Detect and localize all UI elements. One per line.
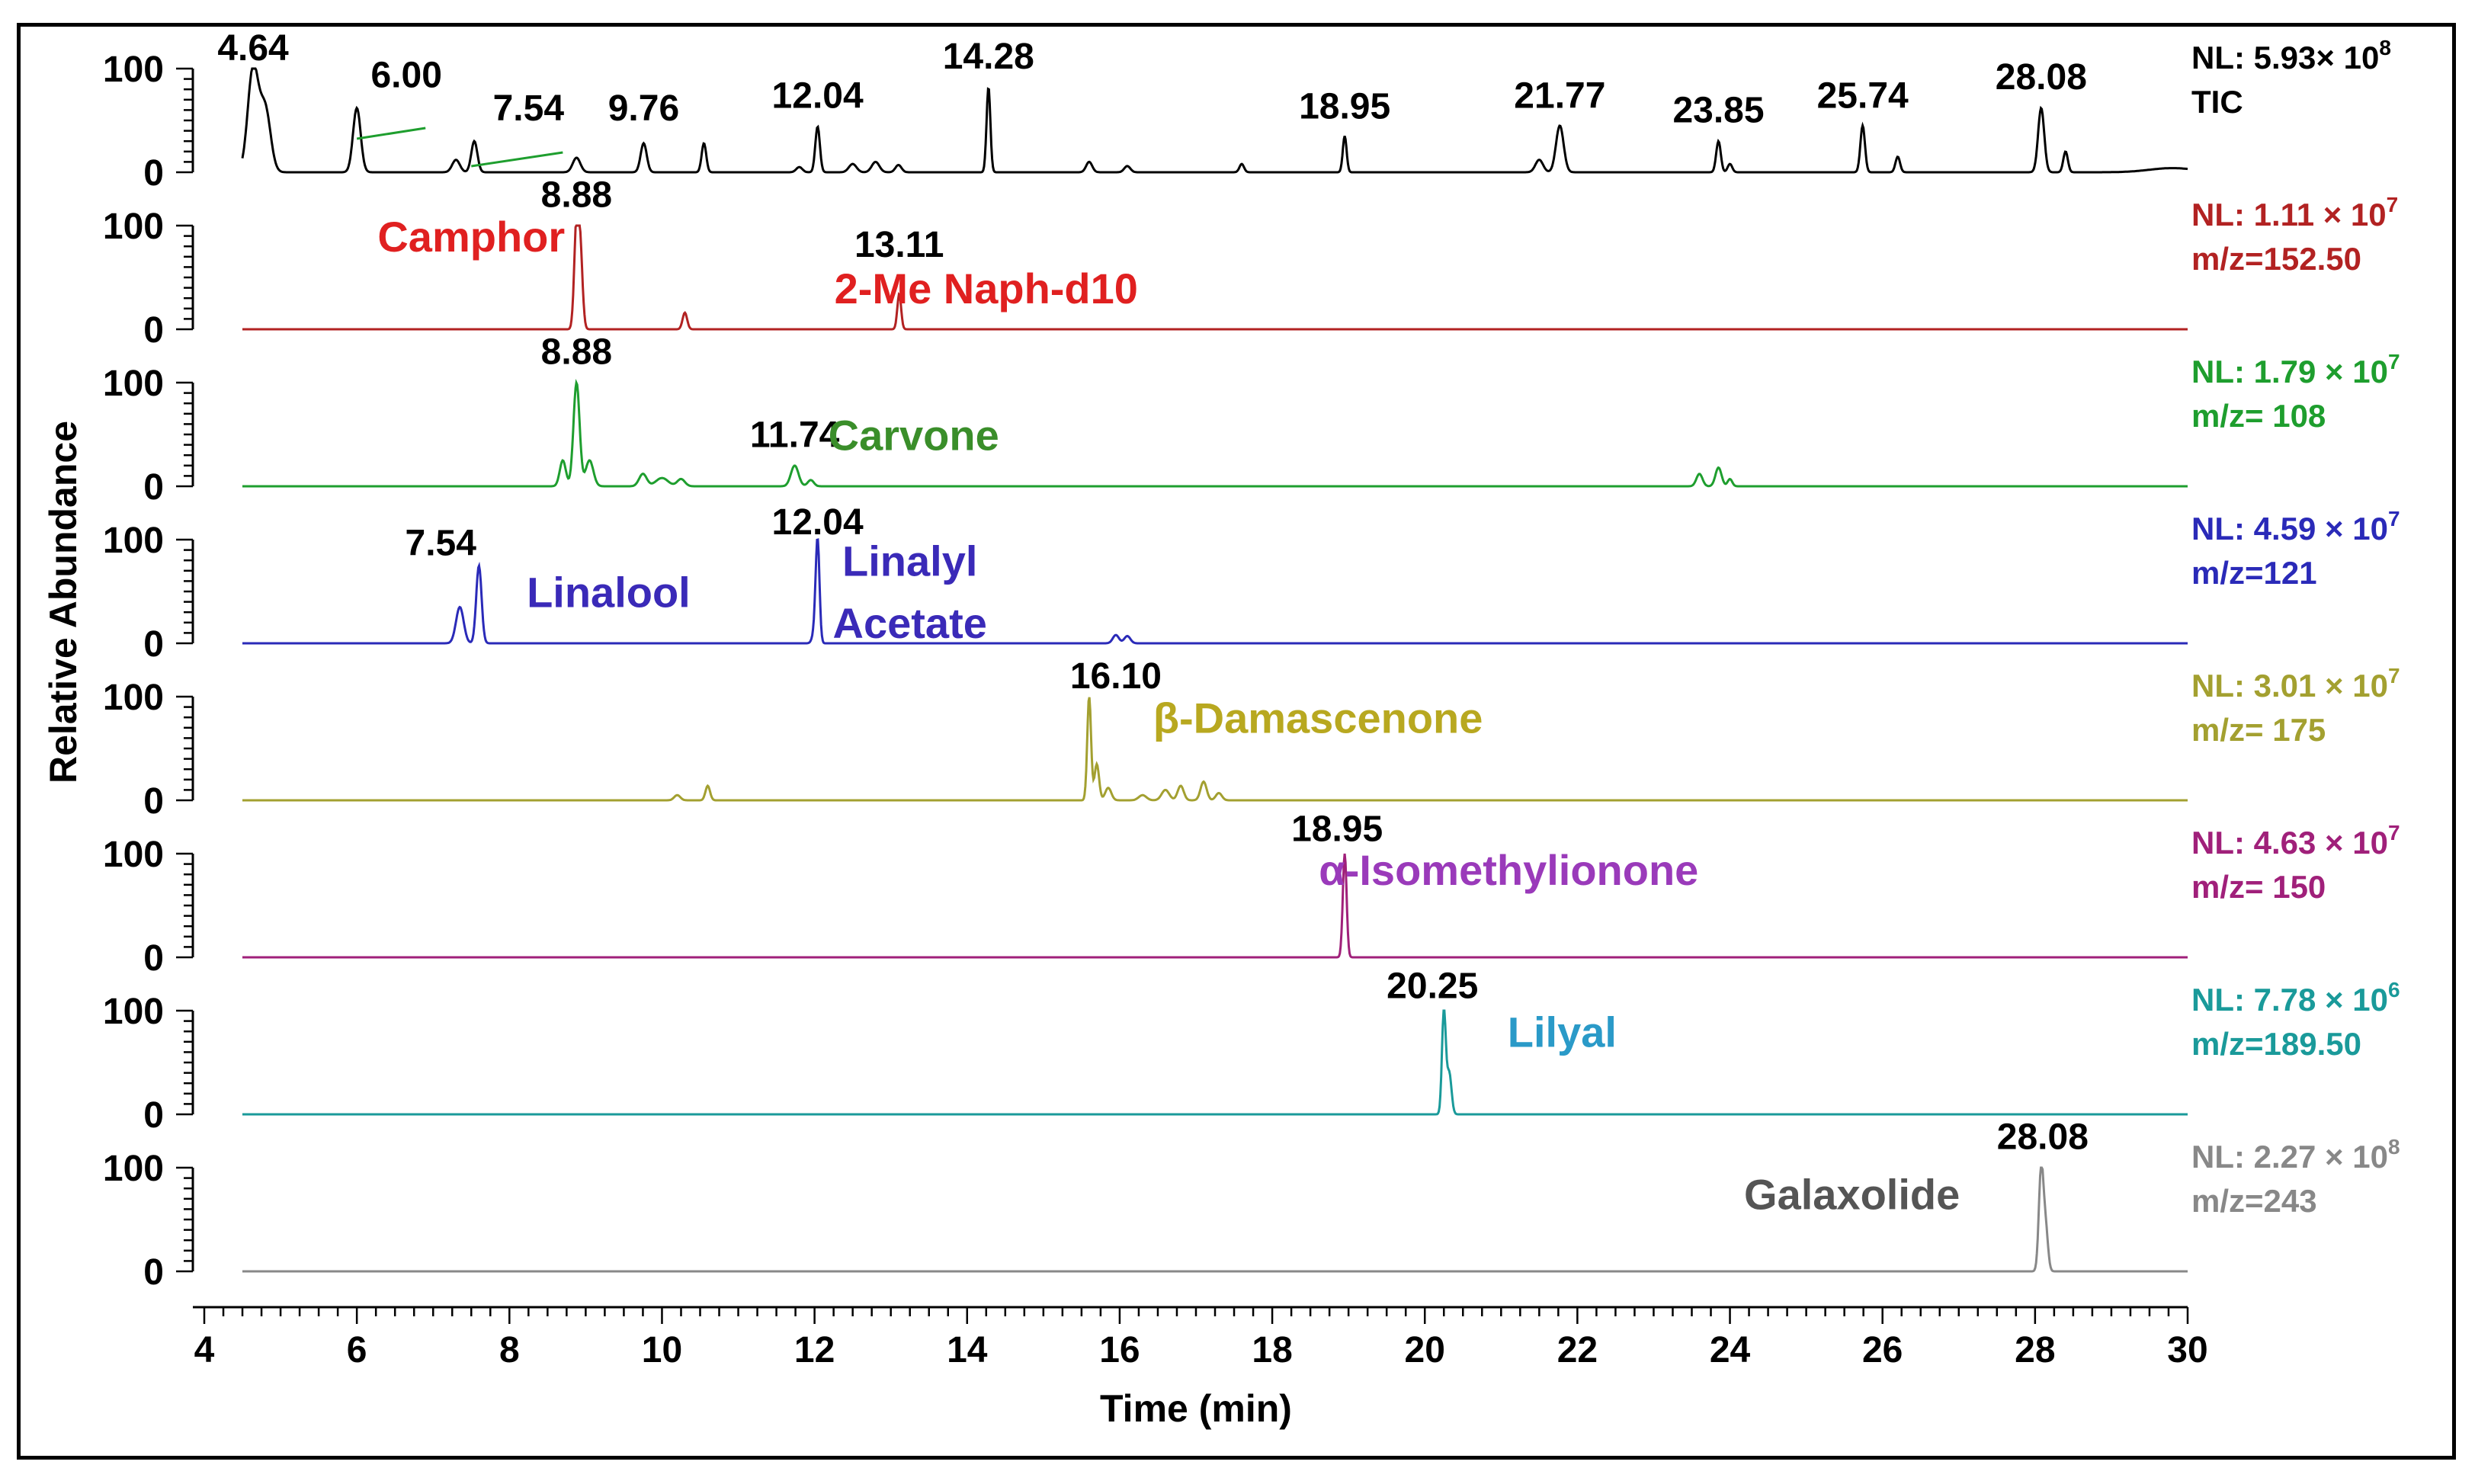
- mz-label: TIC: [2191, 84, 2243, 120]
- y-tick-label: 0: [143, 467, 164, 508]
- x-tick-label: 12: [794, 1330, 835, 1370]
- compound-label: Acetate: [833, 599, 987, 647]
- compound-label: Camphor: [377, 213, 565, 261]
- nl-label: NL: 2.27 × 108: [2191, 1135, 2400, 1175]
- trace-tic: [241, 67, 2188, 174]
- x-tick-label: 26: [1862, 1330, 1903, 1370]
- peak-label: 12.04: [772, 76, 864, 117]
- peak-label: 6.00: [370, 55, 441, 95]
- y-tick-label: 100: [103, 207, 164, 247]
- nl-exponent: 6: [2388, 978, 2400, 1002]
- peak-label: 21.77: [1514, 76, 1605, 117]
- nl-label: NL: 5.93× 108: [2191, 36, 2391, 75]
- compound-label: 2-Me Naph-d10: [835, 264, 1138, 313]
- peak-label: 20.25: [1387, 966, 1478, 1007]
- x-tick-label: 8: [499, 1330, 520, 1370]
- x-tick-label: 10: [642, 1330, 682, 1370]
- peak-label: 28.08: [1996, 57, 2087, 98]
- peak-label: 7.54: [493, 88, 565, 129]
- compound-label: Linalyl: [842, 537, 977, 585]
- x-tick-label: 14: [947, 1330, 988, 1370]
- compound-label: β-Damascenone: [1153, 694, 1483, 742]
- peak-label: 28.08: [1997, 1117, 2089, 1158]
- nl-label: NL: 4.59 × 107: [2191, 507, 2400, 546]
- label-connector: [356, 127, 426, 140]
- nl-label: NL: 3.01 × 107: [2191, 664, 2400, 704]
- trace-m-z-152-50: [242, 224, 2188, 331]
- peak-label: 16.10: [1070, 656, 1162, 697]
- x-tick-label: 30: [2167, 1330, 2207, 1370]
- nl-label: NL: 7.78 × 106: [2191, 978, 2400, 1018]
- compound-label: Linalool: [527, 568, 691, 616]
- y-tick-label: 100: [103, 835, 164, 875]
- y-tick-label: 0: [143, 1095, 164, 1136]
- y-tick-label: 100: [103, 992, 164, 1032]
- x-tick-label: 16: [1099, 1330, 1140, 1370]
- peak-label: 25.74: [1817, 76, 1909, 117]
- trace-m-z-108: [242, 378, 2188, 488]
- mz-label: m/z= 175: [2191, 712, 2326, 748]
- mz-label: m/z=243: [2191, 1183, 2317, 1219]
- mz-label: m/z= 108: [2191, 398, 2326, 434]
- peak-label: 18.95: [1299, 86, 1390, 127]
- x-tick-label: 24: [1710, 1330, 1751, 1370]
- mz-label: m/z=121: [2191, 555, 2317, 591]
- y-tick-label: 0: [143, 781, 164, 822]
- y-tick-label: 0: [143, 310, 164, 351]
- mz-label: m/z=189.50: [2191, 1026, 2361, 1062]
- label-connector: [471, 151, 563, 168]
- y-tick-label: 0: [143, 624, 164, 665]
- y-tick-label: 100: [103, 50, 164, 90]
- trace-m-z-243: [242, 1166, 2188, 1273]
- trace-m-z-150: [242, 853, 2188, 959]
- y-tick-label: 0: [143, 1252, 164, 1293]
- peak-label: 4.64: [217, 28, 289, 69]
- nl-exponent: 8: [2379, 36, 2391, 59]
- trace-m-z-189-50: [242, 1009, 2188, 1116]
- x-tick-label: 22: [1557, 1330, 1598, 1370]
- peak-label: 9.76: [608, 88, 679, 129]
- y-tick-label: 0: [143, 153, 164, 194]
- nl-exponent: 7: [2388, 350, 2400, 373]
- x-tick-label: 18: [1252, 1330, 1292, 1370]
- y-tick-label: 100: [103, 1149, 164, 1189]
- figure-frame: [17, 23, 2456, 1460]
- y-tick-label: 100: [103, 678, 164, 718]
- peak-label: 23.85: [1672, 91, 1764, 131]
- compound-label: Lilyal: [1508, 1008, 1617, 1056]
- compound-label: Galaxolide: [1744, 1170, 1960, 1218]
- x-tick-label: 28: [2015, 1330, 2055, 1370]
- peak-label: 11.74: [750, 415, 840, 455]
- nl-exponent: 8: [2388, 1135, 2400, 1159]
- nl-label: NL: 1.79 × 107: [2191, 350, 2400, 389]
- x-tick-label: 20: [1405, 1330, 1445, 1370]
- y-tick-label: 100: [103, 521, 164, 561]
- trace-m-z-175: [242, 697, 2188, 802]
- peak-label: 13.11: [854, 225, 944, 265]
- nl-exponent: 7: [2388, 664, 2400, 688]
- mz-label: m/z=152.50: [2191, 241, 2361, 277]
- y-axis-title: Relative Abundance: [42, 421, 85, 784]
- peak-label: 12.04: [772, 502, 864, 543]
- nl-exponent: 7: [2387, 193, 2399, 216]
- mz-label: m/z= 150: [2191, 869, 2326, 905]
- peak-label: 8.88: [541, 175, 612, 216]
- peak-label: 14.28: [943, 37, 1034, 77]
- compound-label: Carvone: [829, 411, 999, 459]
- y-tick-label: 100: [103, 364, 164, 404]
- nl-label: NL: 1.11 × 107: [2191, 193, 2398, 232]
- x-axis-title: Time (min): [1100, 1387, 1292, 1430]
- nl-exponent: 7: [2388, 821, 2400, 845]
- nl-exponent: 7: [2388, 507, 2400, 530]
- peak-label: 8.88: [541, 332, 612, 373]
- nl-label: NL: 4.63 × 107: [2191, 821, 2400, 861]
- y-tick-label: 0: [143, 938, 164, 979]
- x-tick-label: 6: [347, 1330, 367, 1370]
- trace-m-z-121: [242, 538, 2188, 645]
- peak-label: 18.95: [1291, 809, 1383, 850]
- compound-label: α-Isomethylionone: [1319, 846, 1698, 894]
- peak-label: 7.54: [406, 523, 477, 563]
- x-tick-label: 4: [194, 1330, 215, 1370]
